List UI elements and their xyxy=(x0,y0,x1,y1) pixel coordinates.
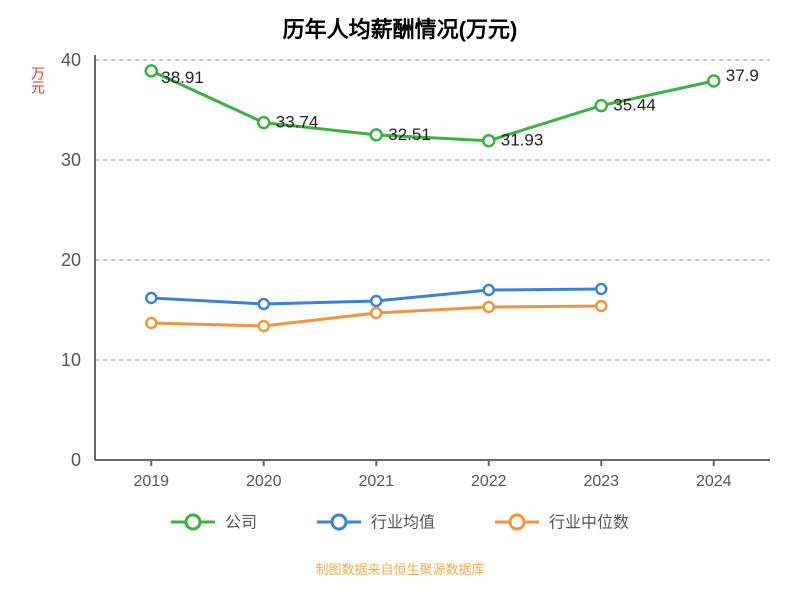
data-point xyxy=(596,100,607,111)
data-point xyxy=(484,302,494,312)
legend-marker xyxy=(186,515,200,529)
legend-label: 行业中位数 xyxy=(549,514,629,532)
x-tick-label: 2023 xyxy=(583,473,619,490)
chart-container: 历年人均薪酬情况(万元) 万元 010203040201920202021202… xyxy=(0,0,800,600)
data-point xyxy=(371,308,381,318)
x-tick-label: 2020 xyxy=(246,473,282,490)
data-point xyxy=(596,301,606,311)
data-point xyxy=(259,299,269,309)
data-point xyxy=(483,135,494,146)
data-point xyxy=(258,117,269,128)
data-point xyxy=(146,293,156,303)
legend-label: 公司 xyxy=(225,515,257,532)
x-tick-label: 2022 xyxy=(471,473,507,490)
y-tick-label: 20 xyxy=(61,250,81,270)
data-label: 33.74 xyxy=(276,113,319,132)
legend-label: 行业均值 xyxy=(371,514,435,532)
y-tick-label: 40 xyxy=(61,50,81,70)
data-point xyxy=(371,129,382,140)
x-tick-label: 2024 xyxy=(696,473,732,490)
data-label: 37.9 xyxy=(726,66,759,85)
y-tick-label: 10 xyxy=(61,350,81,370)
chart-footer: 制图数据来自恒生聚源数据库 xyxy=(0,559,800,578)
data-point xyxy=(146,65,157,76)
data-point xyxy=(596,284,606,294)
data-label: 32.51 xyxy=(388,125,431,144)
data-label: 38.91 xyxy=(161,68,204,87)
data-label: 31.93 xyxy=(501,131,544,150)
legend-marker xyxy=(332,515,346,529)
data-point xyxy=(708,76,719,87)
x-tick-label: 2019 xyxy=(133,473,169,490)
data-point xyxy=(259,321,269,331)
y-tick-label: 30 xyxy=(61,150,81,170)
x-tick-label: 2021 xyxy=(358,473,394,490)
data-point xyxy=(371,296,381,306)
data-point xyxy=(484,285,494,295)
y-tick-label: 0 xyxy=(71,450,81,470)
data-point xyxy=(146,318,156,328)
legend-marker xyxy=(510,515,524,529)
chart-svg: 0 10 20 30 40 2019 2020 2021 2022 2023 2024 38.91 33… xyxy=(0,0,800,600)
data-label: 35.44 xyxy=(613,96,656,115)
